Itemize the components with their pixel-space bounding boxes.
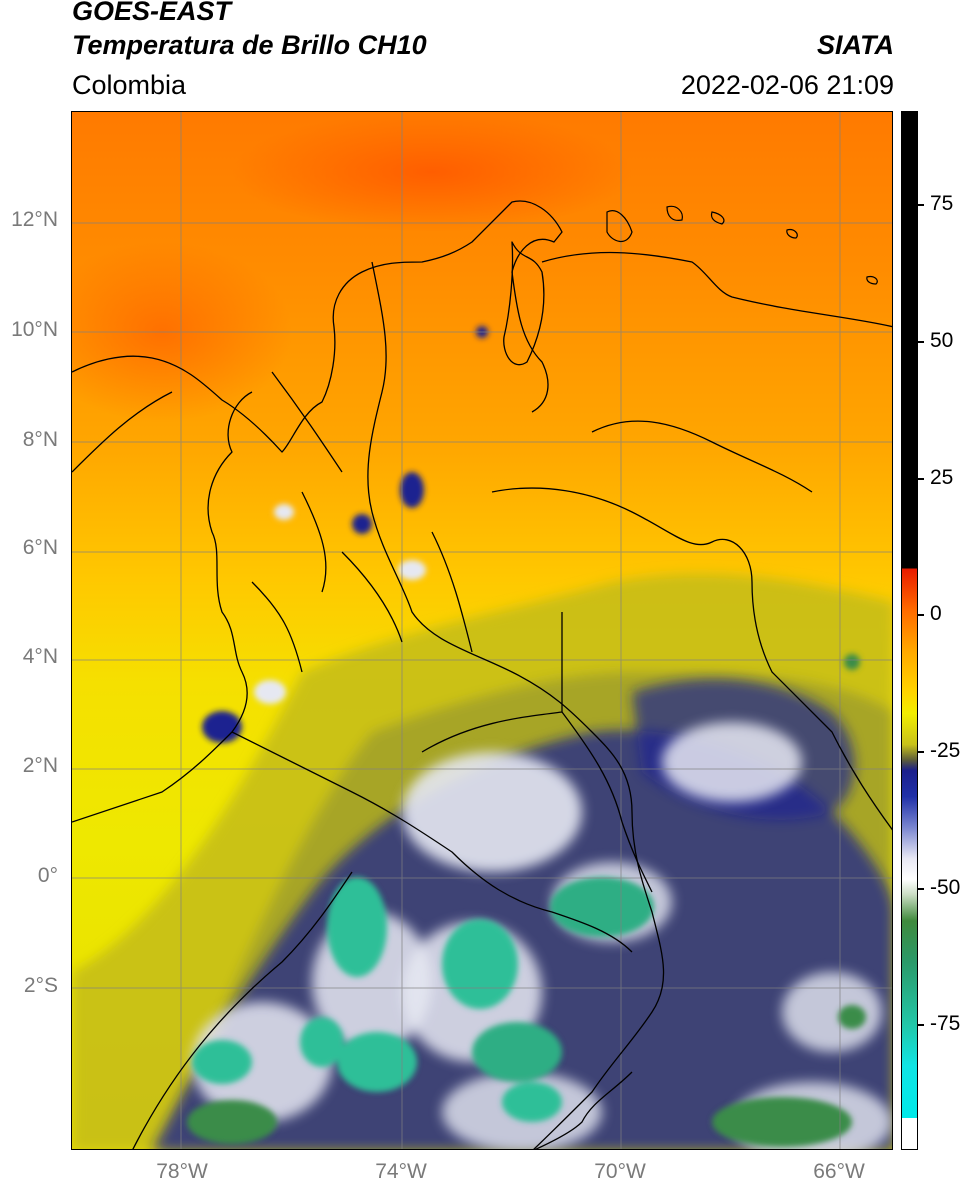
- colorbar-label: -25: [930, 739, 961, 762]
- colorbar-label: 50: [930, 329, 954, 352]
- colorbar-tick: [918, 614, 924, 616]
- coastlines-borders: [72, 200, 892, 1149]
- colorbar-tick: [918, 341, 924, 343]
- lon-tick-label: 70°W: [594, 1160, 646, 1183]
- colorbar-tick: [918, 751, 924, 753]
- colorbar-tick: [918, 204, 924, 206]
- islands: [606, 205, 878, 285]
- lat-tick-label: 4°N: [22, 645, 58, 668]
- lon-tick-label: 78°W: [156, 1160, 208, 1183]
- cold-cloud-tops: [187, 654, 866, 1147]
- graticule: [72, 112, 892, 1149]
- title-line1: GOES-EAST: [72, 0, 232, 26]
- temperature-colorbar: [901, 111, 918, 1150]
- lon-tick-label: 74°W: [375, 1160, 427, 1183]
- lat-tick-label: 12°N: [11, 208, 58, 231]
- colorbar-label: 25: [930, 466, 954, 489]
- lat-tick-label: 0°: [37, 864, 58, 887]
- region-label: Colombia: [72, 70, 187, 100]
- lon-tick-label: 66°W: [813, 1160, 865, 1183]
- lat-tick-label: 2°N: [22, 754, 58, 777]
- andean-convective-cells: [202, 326, 488, 743]
- organization-label: SIATA: [817, 30, 894, 60]
- satellite-map[interactable]: [71, 111, 893, 1150]
- timestamp-label: 2022-02-06 21:09: [680, 70, 894, 100]
- warm-sea-area: [232, 112, 632, 232]
- colorbar-label: -50: [930, 876, 961, 899]
- colorbar-tick: [918, 478, 924, 480]
- colorbar-tick: [918, 1024, 924, 1026]
- colorbar-label: -75: [930, 1012, 961, 1035]
- title-line2: Temperatura de Brillo CH10: [72, 30, 427, 60]
- lat-tick-label: 6°N: [22, 536, 58, 559]
- map-canvas: [72, 112, 892, 1149]
- lat-tick-label: 10°N: [11, 318, 58, 341]
- colorbar-tick: [918, 888, 924, 890]
- colorbar-label: 75: [930, 192, 954, 215]
- lat-tick-label: 8°N: [22, 428, 58, 451]
- lat-tick-label: 2°S: [23, 974, 58, 997]
- colorbar-label: 0: [930, 602, 942, 625]
